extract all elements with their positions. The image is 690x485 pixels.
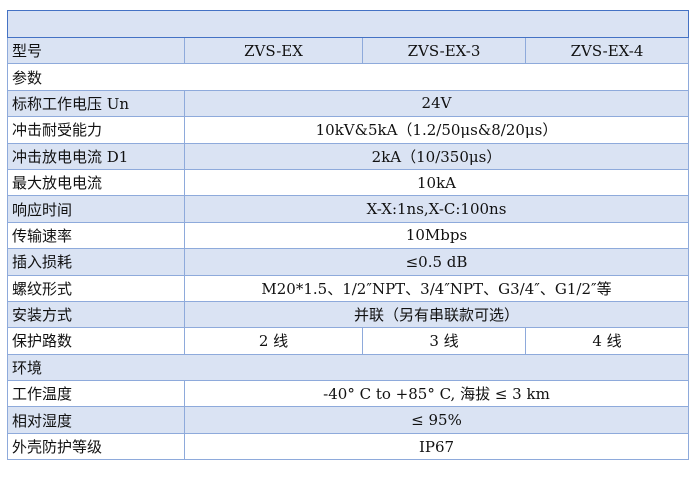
model-cell: ZVS-EX [184, 36, 363, 65]
table-row: 相对湿度 ≤ 95% [7, 406, 689, 434]
row-value: 并联（另有串联款可选） [184, 300, 689, 329]
row-label: 最大放电电流 [7, 168, 185, 197]
table-row: 螺纹形式 M20*1.5、1/2″NPT、3/4″NPT、G3/4″、G1/2″等 [7, 274, 689, 302]
row-label: 外壳防护等级 [7, 432, 185, 461]
lines-cell: 4 线 [525, 327, 689, 355]
row-label: 工作温度 [7, 380, 185, 408]
model-cell: ZVS-EX-4 [525, 36, 689, 65]
table-header-bar [7, 10, 689, 38]
model-row: 型号 ZVS-EX ZVS-EX-3 ZVS-EX-4 [7, 36, 689, 65]
row-label: 传输速率 [7, 221, 185, 250]
spec-table: 型号 ZVS-EX ZVS-EX-3 ZVS-EX-4 参数 标称工作电压 Un… [7, 10, 689, 461]
row-label: 型号 [7, 36, 185, 65]
row-value: 24V [184, 89, 689, 118]
row-value: 10kA [184, 168, 689, 197]
table-row: 标称工作电压 Un 24V [7, 89, 689, 118]
section-env: 环境 [7, 353, 689, 382]
table-row: 插入损耗 ≤0.5 dB [7, 248, 689, 276]
model-cell: ZVS-EX-3 [362, 36, 526, 65]
row-value: M20*1.5、1/2″NPT、3/4″NPT、G3/4″、G1/2″等 [184, 274, 689, 302]
lines-row: 保护路数 2 线 3 线 4 线 [7, 327, 689, 355]
row-label: 相对湿度 [7, 406, 185, 434]
table-row: 响应时间 X-X:1ns,X-C:100ns [7, 195, 689, 223]
table-row: 传输速率 10Mbps [7, 221, 689, 250]
section-params: 参数 [7, 63, 689, 91]
table-row: 外壳防护等级 IP67 [7, 432, 689, 461]
table-row: 冲击耐受能力 10kV&5kA（1.2/50μs&8/20μs） [7, 116, 689, 144]
row-value: IP67 [184, 432, 689, 461]
row-label: 冲击耐受能力 [7, 116, 185, 144]
row-value: 2kA（10/350μs） [184, 142, 689, 170]
row-label: 标称工作电压 Un [7, 89, 185, 118]
row-label: 响应时间 [7, 195, 185, 223]
row-label: 安装方式 [7, 300, 185, 329]
row-value: -40° C to +85° C, 海拔 ≤ 3 km [184, 380, 689, 408]
table-row: 安装方式 并联（另有串联款可选） [7, 300, 689, 329]
row-label: 冲击放电电流 D1 [7, 142, 185, 170]
row-value: ≤0.5 dB [184, 248, 689, 276]
table-row: 最大放电电流 10kA [7, 168, 689, 197]
row-value: ≤ 95% [184, 406, 689, 434]
row-label: 插入损耗 [7, 248, 185, 276]
row-value: 10Mbps [184, 221, 689, 250]
lines-cell: 2 线 [184, 327, 363, 355]
table-row: 工作温度 -40° C to +85° C, 海拔 ≤ 3 km [7, 380, 689, 408]
row-value: X-X:1ns,X-C:100ns [184, 195, 689, 223]
table-row: 冲击放电电流 D1 2kA（10/350μs） [7, 142, 689, 170]
lines-cell: 3 线 [362, 327, 526, 355]
row-label: 保护路数 [7, 327, 185, 355]
row-label: 螺纹形式 [7, 274, 185, 302]
row-value: 10kV&5kA（1.2/50μs&8/20μs） [184, 116, 689, 144]
